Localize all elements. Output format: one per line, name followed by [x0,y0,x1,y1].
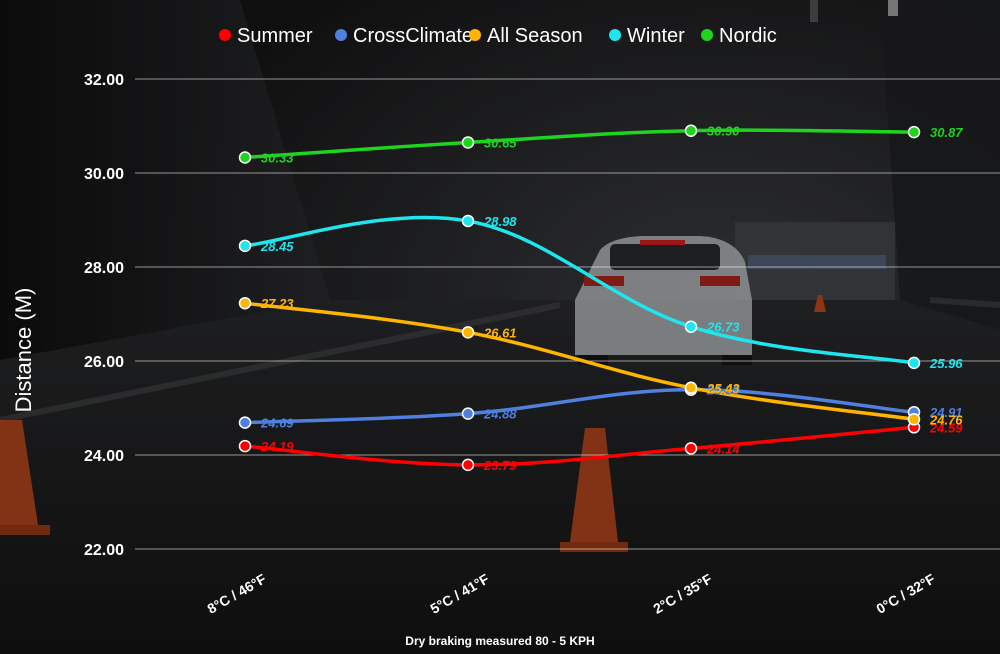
data-label-summer: 24.19 [260,439,294,454]
data-label-crossclimate: 24.88 [483,407,517,422]
data-point-all-season [461,326,475,339]
data-label-crossclimate: 25.39 [706,383,740,398]
data-label-crossclimate: 24.69 [260,416,294,431]
legend-marker [469,29,481,41]
y-axis: 22.00 24.00 26.00 28.00 30.00 32.00 [84,72,124,559]
legend: Summer CrossClimate All Season Winter Nordic [219,25,777,47]
y-tick-label: 26.00 [84,354,124,371]
data-point-winter [461,214,475,228]
data-point-summer [238,439,252,453]
legend-label: Summer [237,25,313,47]
data-point-crossclimate [238,416,252,429]
y-tick-label: 30.00 [84,166,124,183]
data-label-summer: 24.14 [706,441,740,456]
data-label-all-season: 26.61 [483,325,517,340]
data-point-nordic [907,125,921,139]
series-line-crossclimate [243,387,916,425]
legend-item-crossclimate: CrossClimate [335,25,473,47]
data-point-summer [461,458,475,472]
legend-item-summer: Summer [219,25,313,47]
y-axis-title: Distance (M) [11,288,36,413]
series-lines [238,124,921,472]
data-label-winter: 26.73 [706,320,740,335]
data-point-nordic [238,151,252,164]
legend-marker [335,29,347,41]
series-line-summer [243,425,916,467]
data-point-nordic [461,136,475,149]
data-point-crossclimate [461,407,475,420]
chart-caption: Dry braking measured 80 - 5 KPH [405,634,595,648]
data-point-summer [684,442,698,455]
series-all-season [238,296,921,426]
data-point-nordic [684,124,698,137]
legend-item-winter: Winter [609,25,685,47]
data-label-crossclimate: 24.91 [929,405,963,420]
y-tick-label: 28.00 [84,260,124,277]
data-label-all-season: 27.23 [260,296,294,311]
series-summer [238,421,921,472]
y-tick-label: 22.00 [84,542,124,559]
gridlines [135,78,1000,550]
data-point-all-season [238,296,252,310]
y-tick-label: 24.00 [84,448,124,465]
data-labels: 24.19 23.79 24.14 24.59 24.69 24.88 25.39 24.91… [260,124,963,473]
legend-marker [219,29,231,41]
data-label-summer: 23.79 [483,458,517,473]
data-point-winter [684,320,698,333]
legend-item-nordic: Nordic [701,25,777,47]
data-label-nordic: 30.33 [261,150,294,165]
legend-label: Winter [627,25,685,47]
data-point-winter [907,356,921,370]
data-label-all-season: 24.76 [929,412,963,427]
test-car [575,236,752,365]
legend-item-all-season: All Season [469,25,583,47]
series-winter [238,214,921,370]
data-label-nordic: 30.90 [707,124,740,139]
data-label-nordic: 30.87 [930,125,963,140]
data-label-all-season: 25.43 [706,381,740,396]
traffic-cone-icon [0,420,50,535]
series-line-all-season [243,301,916,422]
series-nordic [238,124,921,164]
data-point-all-season [684,381,698,395]
series-line-nordic [243,128,916,160]
data-label-winter: 28.45 [260,239,294,254]
legend-marker [701,29,713,41]
y-tick-label: 32.00 [84,72,124,89]
data-label-summer: 24.59 [929,420,963,435]
series-line-winter [243,215,916,365]
data-point-all-season [907,413,921,426]
legend-marker [609,29,621,41]
legend-label: Nordic [719,25,777,47]
data-label-winter: 28.98 [483,214,517,229]
legend-label: CrossClimate [353,25,473,47]
data-label-winter: 25.96 [929,356,963,371]
legend-label: All Season [487,25,583,47]
data-point-winter [238,239,252,253]
data-label-nordic: 30.65 [484,135,517,150]
